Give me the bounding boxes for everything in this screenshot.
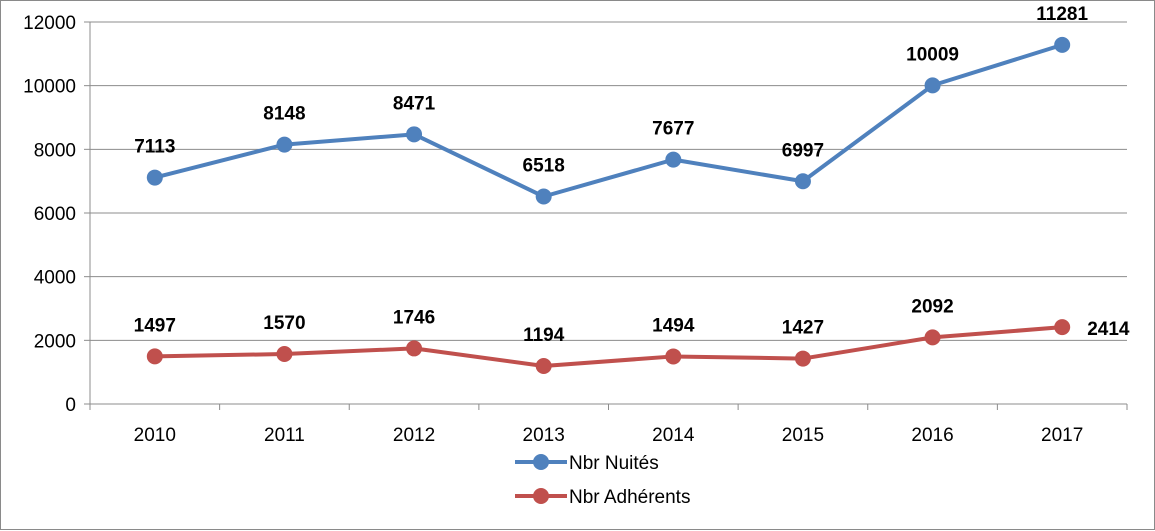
- series-line: [154, 325, 1063, 368]
- legend-marker: [533, 488, 549, 504]
- data-point: [1054, 36, 1071, 53]
- data-label: 11281: [1036, 4, 1088, 25]
- data-point: [276, 136, 293, 153]
- y-axis-ticks: 0 2000 4000 6000 8000 10000 12000: [23, 13, 90, 416]
- data-label: 1427: [782, 318, 824, 339]
- data-label: 8471: [393, 93, 436, 114]
- y-tick-label: 2000: [34, 331, 76, 352]
- data-label: 2414: [1087, 319, 1130, 340]
- y-tick-label: 6000: [34, 204, 76, 225]
- legend: Nbr Nuités Nbr Adhérents: [515, 453, 690, 508]
- x-tick-label: 2012: [393, 425, 435, 446]
- data-labels: 7113 8148 8471 6518 7677 6997 10009 11281 1497 15…: [134, 4, 1130, 346]
- data-point: [406, 126, 423, 143]
- data-label: 1570: [263, 313, 305, 334]
- data-label: 1746: [393, 307, 435, 328]
- series-layer: [146, 36, 1071, 374]
- data-label: 1194: [523, 325, 565, 346]
- data-label: 8148: [263, 104, 305, 125]
- data-point: [1054, 319, 1071, 336]
- series-line: [154, 42, 1063, 199]
- data-label: 6997: [782, 140, 824, 161]
- x-tick-label: 2017: [1041, 425, 1083, 446]
- legend-label: Nbr Adhérents: [569, 487, 690, 508]
- data-label: 1497: [134, 315, 176, 336]
- data-label: 10009: [906, 44, 959, 65]
- data-point: [924, 329, 941, 346]
- data-point: [924, 77, 941, 94]
- x-tick-label: 2015: [782, 425, 824, 446]
- x-tick-label: 2013: [523, 425, 565, 446]
- data-label: 7113: [134, 137, 175, 158]
- data-point: [146, 348, 163, 365]
- x-tick-label: 2011: [264, 425, 305, 446]
- x-tick-label: 2014: [652, 425, 695, 446]
- data-label: 6518: [523, 156, 565, 177]
- data-label: 7677: [652, 119, 694, 140]
- data-point: [406, 340, 423, 357]
- data-point: [146, 169, 163, 186]
- x-tick-label: 2010: [134, 425, 176, 446]
- y-tick-label: 12000: [23, 13, 76, 34]
- y-tick-label: 10000: [23, 77, 76, 98]
- y-tick-label: 8000: [34, 140, 76, 161]
- data-label: 2092: [911, 296, 953, 317]
- y-tick-label: 4000: [34, 268, 76, 289]
- data-point: [535, 188, 552, 205]
- data-point: [535, 357, 552, 374]
- legend-label: Nbr Nuités: [569, 453, 659, 474]
- y-tick-label: 0: [65, 395, 76, 416]
- x-axis-ticks: 2010 2011 2012 2013 2014 2015 2016 2017: [89, 404, 1128, 446]
- data-point: [276, 346, 293, 363]
- data-label: 1494: [652, 315, 695, 336]
- data-point: [794, 350, 811, 367]
- legend-marker: [533, 454, 549, 470]
- x-tick-label: 2016: [911, 425, 953, 446]
- data-point: [665, 348, 682, 365]
- data-point: [665, 151, 682, 168]
- data-point: [794, 173, 811, 190]
- gridlines: [90, 21, 1127, 341]
